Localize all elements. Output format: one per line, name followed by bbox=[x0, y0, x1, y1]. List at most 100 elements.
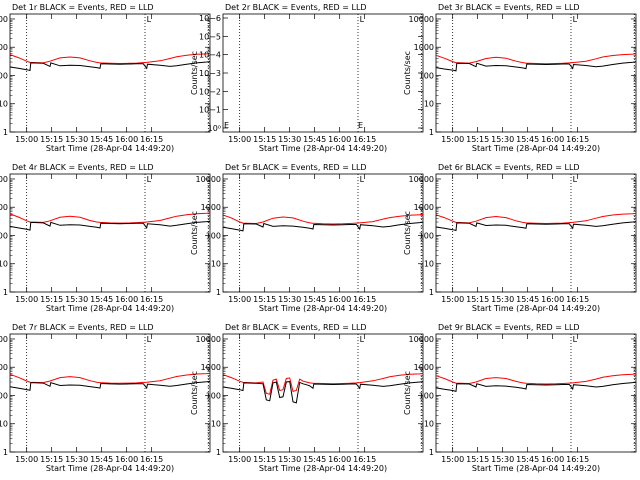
x-axis-label: Start Time (28-Apr-04 14:49:20) bbox=[46, 304, 174, 313]
y-tick-label: 10 bbox=[424, 100, 434, 109]
plot-frame bbox=[435, 13, 637, 133]
series-line bbox=[9, 212, 211, 224]
detector-panel: Det 8r BLACK = Events, RED = LLD Counts/s… bbox=[190, 323, 424, 473]
x-tick-label: 15:00 bbox=[441, 295, 464, 304]
panel-title: Det 5r BLACK = Events, RED = LLD bbox=[225, 163, 367, 172]
y-tick-label: 10−1 bbox=[199, 106, 221, 115]
x-tick-label: 15:45 bbox=[516, 295, 539, 304]
panel-title: Det 9r BLACK = Events, RED = LLD bbox=[438, 323, 580, 332]
annotation-mark: L bbox=[573, 175, 578, 184]
x-tick-label: 15:30 bbox=[65, 295, 88, 304]
x-axis-label: Start Time (28-Apr-04 14:49:20) bbox=[259, 464, 387, 473]
y-tick-label: 100 bbox=[206, 391, 221, 400]
y-tick-label: 10000 bbox=[0, 175, 8, 184]
y-tick-label: 1000 bbox=[201, 203, 221, 212]
y-tick-label: 1 bbox=[216, 288, 221, 297]
x-tick-label: 16:00 bbox=[328, 135, 351, 144]
y-tick-label: 100 bbox=[206, 231, 221, 240]
y-tick-label: 1000 bbox=[414, 203, 434, 212]
empty-marker: E bbox=[224, 121, 229, 130]
x-tick-label: 15:15 bbox=[253, 135, 276, 144]
x-tick-label: 16:00 bbox=[115, 455, 138, 464]
x-axis-label: Start Time (28-Apr-04 14:49:20) bbox=[472, 464, 600, 473]
annotation-mark: L bbox=[360, 175, 365, 184]
y-tick-label: 1 bbox=[3, 128, 8, 137]
detector-panel: Det 9r BLACK = Events, RED = LLD Counts/s… bbox=[403, 323, 637, 473]
detector-panel: Det 4r BLACK = Events, RED = LLD Counts/s… bbox=[0, 163, 211, 313]
series-line bbox=[435, 373, 637, 385]
x-tick-label: 15:45 bbox=[90, 295, 113, 304]
x-tick-label: 15:30 bbox=[65, 455, 88, 464]
series-line bbox=[435, 221, 637, 232]
y-tick-label: 10 bbox=[0, 100, 8, 109]
x-tick-label: 15:30 bbox=[278, 135, 301, 144]
series-line bbox=[222, 213, 424, 225]
plot-frame bbox=[435, 173, 637, 293]
x-tick-label: 16:15 bbox=[140, 295, 163, 304]
series-line bbox=[222, 221, 424, 232]
x-tick-label: 16:00 bbox=[541, 135, 564, 144]
series-line bbox=[9, 372, 211, 384]
x-tick-label: 16:15 bbox=[353, 455, 376, 464]
series-line bbox=[435, 381, 637, 393]
detector-panel: Det 7r BLACK = Events, RED = LLD Counts/s… bbox=[0, 323, 211, 473]
plot-frame bbox=[222, 333, 424, 453]
panel-title: Det 2r BLACK = Events, RED = LLD bbox=[225, 3, 367, 12]
x-tick-label: 15:00 bbox=[228, 135, 251, 144]
x-tick-label: 15:30 bbox=[278, 455, 301, 464]
series-line bbox=[435, 212, 637, 225]
y-tick-label: 1000 bbox=[0, 363, 8, 372]
annotation-mark: L bbox=[147, 335, 152, 344]
y-tick-label: 1 bbox=[429, 448, 434, 457]
y-axis-label: Counts/sec bbox=[190, 211, 199, 255]
x-tick-label: 16:15 bbox=[140, 135, 163, 144]
y-tick-label: 10 bbox=[424, 260, 434, 269]
series-line bbox=[9, 61, 211, 72]
y-tick-label: 10 bbox=[424, 420, 434, 429]
x-tick-label: 15:30 bbox=[65, 135, 88, 144]
panel-title: Det 1r BLACK = Events, RED = LLD bbox=[12, 3, 154, 12]
x-tick-label: 15:45 bbox=[90, 135, 113, 144]
x-tick-label: 16:00 bbox=[115, 295, 138, 304]
y-tick-label: 1 bbox=[429, 128, 434, 137]
panel-title: Det 7r BLACK = Events, RED = LLD bbox=[12, 323, 154, 332]
series-line bbox=[435, 53, 637, 65]
x-tick-label: 15:45 bbox=[303, 455, 326, 464]
x-tick-label: 16:15 bbox=[353, 135, 376, 144]
x-tick-label: 15:30 bbox=[491, 135, 514, 144]
y-tick-label: 1 bbox=[3, 448, 8, 457]
y-tick-label: 100 bbox=[419, 231, 434, 240]
x-axis-label: Start Time (28-Apr-04 14:49:20) bbox=[46, 144, 174, 153]
x-tick-label: 15:00 bbox=[15, 455, 38, 464]
panel-title: Det 4r BLACK = Events, RED = LLD bbox=[12, 163, 154, 172]
y-tick-label: 10000 bbox=[0, 15, 8, 24]
plot-frame bbox=[9, 333, 211, 453]
x-tick-label: 16:00 bbox=[328, 455, 351, 464]
x-tick-label: 15:00 bbox=[441, 455, 464, 464]
plot-frame bbox=[435, 333, 637, 453]
annotation-mark: L bbox=[360, 15, 365, 24]
x-tick-label: 15:30 bbox=[278, 295, 301, 304]
y-tick-label: 10 bbox=[0, 260, 8, 269]
y-tick-label: 10000 bbox=[196, 335, 221, 344]
x-axis-label: Start Time (28-Apr-04 14:49:20) bbox=[259, 304, 387, 313]
x-tick-label: 15:15 bbox=[253, 295, 276, 304]
plot-frame bbox=[222, 173, 424, 293]
y-axis-label: Counts/sec bbox=[190, 51, 199, 95]
y-tick-label: 1 bbox=[429, 288, 434, 297]
panel-title: Det 3r BLACK = Events, RED = LLD bbox=[438, 3, 580, 12]
x-tick-label: 15:00 bbox=[228, 295, 251, 304]
x-tick-label: 16:15 bbox=[566, 135, 589, 144]
annotation-mark: L bbox=[573, 15, 578, 24]
x-axis-label: Start Time (28-Apr-04 14:49:20) bbox=[259, 144, 387, 153]
x-tick-label: 15:45 bbox=[90, 455, 113, 464]
detector-panel: Det 1r BLACK = Events, RED = LLD Counts/s… bbox=[0, 3, 211, 153]
annotation-mark: L bbox=[573, 335, 578, 344]
y-tick-label: 10−2 bbox=[199, 87, 221, 96]
y-tick-label: 10000 bbox=[409, 335, 434, 344]
y-tick-label: 1000 bbox=[414, 363, 434, 372]
x-tick-label: 15:15 bbox=[466, 295, 489, 304]
empty-marker: E bbox=[358, 121, 363, 130]
y-tick-label: 10 bbox=[211, 420, 221, 429]
